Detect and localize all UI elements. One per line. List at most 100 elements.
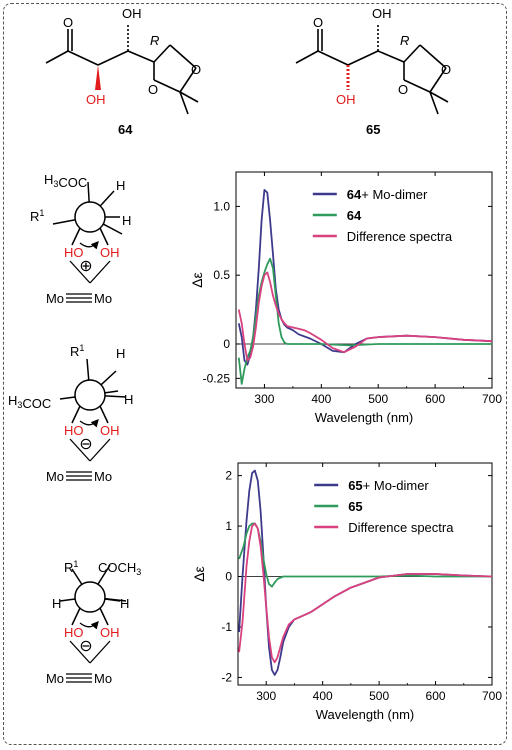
plot-frame — [235, 171, 493, 389]
c65-oh-top: OH — [372, 6, 392, 21]
label-right: H — [124, 392, 133, 407]
label-ho: HO — [64, 423, 84, 438]
x-tick-label: 600 — [425, 392, 445, 406]
label-ho: HO — [64, 245, 84, 260]
legend-label-3: Difference spectra — [348, 520, 454, 535]
label-mo-left: Mo — [46, 291, 64, 306]
x-tick-label: 400 — [311, 392, 331, 406]
legend-label-3: Difference spectra — [347, 229, 453, 244]
newman-circle — [74, 379, 106, 411]
bond-oh — [99, 405, 109, 424]
bond-to-metal-left — [69, 438, 91, 462]
c65-o-ring-1: O — [441, 62, 451, 77]
charge-symbol: ⊕ — [79, 258, 92, 275]
label-top-right: H — [116, 346, 125, 361]
curved-arrow — [79, 419, 99, 428]
x-tick-label: 600 — [426, 689, 446, 703]
x-tick-label: 300 — [254, 392, 274, 406]
x-axis-label: Wavelength (nm) — [316, 707, 415, 722]
charge-symbol: ⊖ — [79, 638, 92, 655]
compound-64-structure — [45, 24, 199, 115]
c64-o-carbonyl: O — [63, 15, 73, 30]
legend-series-name: Difference spectra — [348, 520, 454, 535]
label-right: H — [122, 213, 131, 228]
newman-circle — [74, 581, 106, 613]
y-axis-label: Δε — [191, 566, 207, 582]
bond-to-metal-left — [69, 260, 91, 284]
bond-to-metal-right — [89, 640, 111, 664]
label-mo-right: Mo — [94, 291, 112, 306]
label-top-left: R1 — [64, 559, 78, 575]
bond-ho — [71, 405, 81, 424]
y-tick-label: 1.0 — [213, 199, 230, 213]
charge-symbol: ⊖ — [79, 436, 92, 453]
figure-frame — [3, 3, 507, 745]
label-top-right: H — [116, 178, 125, 193]
back-bond — [104, 395, 127, 398]
newman-projection-2: R1 H3COC H H HO OH ⊖ Mo Mo — [8, 343, 133, 484]
bond-ho — [71, 227, 81, 246]
label-left: H — [52, 596, 61, 611]
legend-label-2: 64 — [347, 208, 362, 223]
legend-series-name: Difference spectra — [347, 229, 453, 244]
c65-stereo-r: R — [400, 33, 409, 48]
x-axis-label: Wavelength (nm) — [315, 410, 414, 425]
y-tick-label: 2 — [225, 469, 232, 483]
bond-to-metal-right — [89, 438, 111, 462]
legend-label-1: 65+ Mo-dimer — [348, 478, 429, 493]
wedge-bond — [95, 65, 101, 90]
legend-series-name: + Mo-dimer — [361, 187, 428, 202]
x-tick-label: 500 — [368, 392, 388, 406]
label-right: H — [120, 596, 129, 611]
series-line-1 — [238, 469, 493, 676]
label-oh: OH — [100, 423, 120, 438]
label-mo-right: Mo — [94, 469, 112, 484]
bond-oh — [99, 607, 109, 626]
x-tick-label: 300 — [256, 689, 276, 703]
series-line-3 — [237, 271, 493, 362]
newman-circle — [74, 201, 106, 233]
legend-compound-id: 64 — [347, 187, 362, 202]
label-oh: OH — [100, 625, 120, 640]
back-bond — [104, 597, 127, 602]
c64-oh-red: OH — [86, 92, 106, 107]
cd-chart-65: 300 400 500 600 700 -2 -1 0 1 2 Wavelength (nm) Δε 6… — [191, 462, 502, 722]
label-top-left: H3COC — [44, 172, 87, 190]
c64-o-ring-1: O — [191, 62, 201, 77]
y-tick-label: 1 — [225, 519, 232, 533]
cd-chart-64: 300 400 500 600 700 -0.25 0 0.5 1.0 Wavelength (n… — [189, 171, 502, 425]
y-tick-label: -1 — [221, 620, 232, 634]
y-tick-label: 0.5 — [213, 268, 230, 282]
c64-stereo-r: R — [150, 33, 159, 48]
compound-65-label: 65 — [366, 122, 380, 137]
label-oh: OH — [100, 245, 120, 260]
label-ho: HO — [64, 625, 84, 640]
legend-label-2: 65 — [348, 499, 362, 514]
back-bond — [99, 190, 115, 207]
x-tick-label: 700 — [482, 689, 502, 703]
back-bond — [102, 223, 123, 235]
y-tick-label: -0.25 — [203, 371, 231, 385]
c64-oh-top: OH — [122, 6, 142, 21]
c65-o-carbonyl: O — [313, 15, 323, 30]
compound-64-label: 64 — [118, 122, 133, 137]
y-tick-label: 0 — [223, 337, 230, 351]
plot-frame — [237, 462, 493, 686]
curved-arrow — [79, 241, 99, 250]
bond-oh — [99, 227, 109, 246]
back-bond — [100, 370, 117, 386]
bond-ho — [71, 607, 81, 626]
bond-to-metal-right — [89, 260, 111, 284]
bond-to-metal-left — [69, 640, 91, 664]
legend-compound-id: 65 — [348, 499, 362, 514]
series-line-2 — [237, 257, 492, 385]
c64-o-ring-2: O — [148, 82, 158, 97]
x-tick-label: 400 — [313, 689, 333, 703]
label-left: H3COC — [8, 393, 51, 411]
label-top-left: R1 — [70, 343, 84, 359]
c65-oh-red: OH — [336, 92, 356, 107]
label-mo-right: Mo — [94, 671, 112, 686]
legend-compound-id: 65 — [348, 478, 362, 493]
